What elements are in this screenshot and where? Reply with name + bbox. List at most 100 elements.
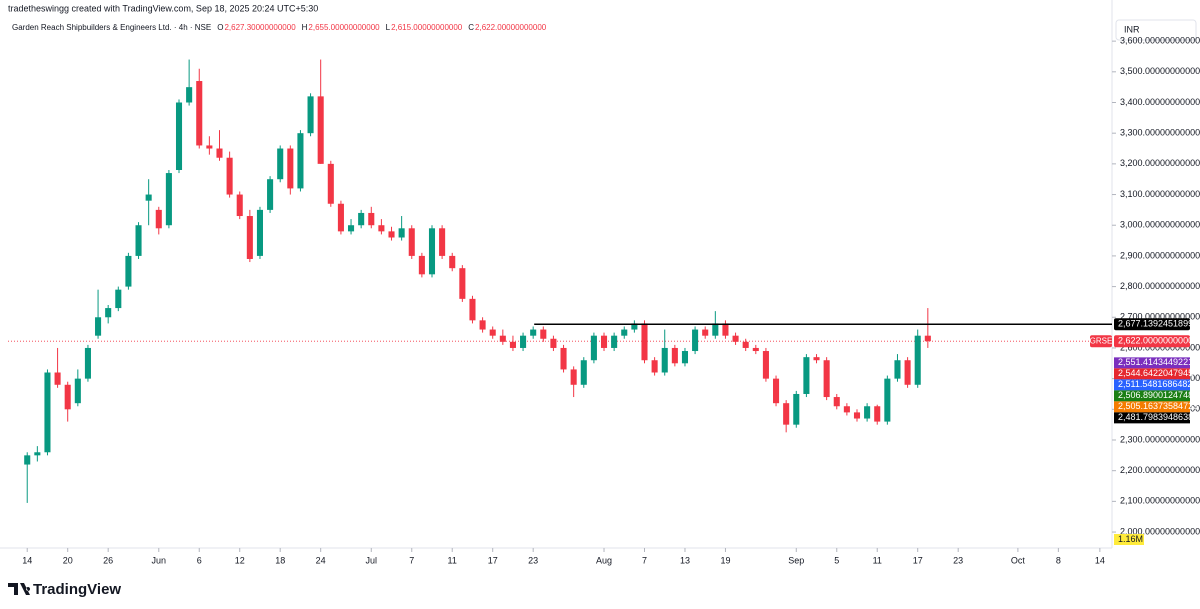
candle-body (793, 393, 800, 425)
candle-body (267, 179, 274, 210)
y-tick-label: 2,100.00000000000 (1120, 496, 1200, 506)
candle-body (479, 320, 486, 330)
candle-body (388, 231, 395, 238)
price-label-box (1114, 379, 1190, 391)
currency-box (1115, 19, 1197, 41)
candle-body (752, 347, 759, 352)
candle-body (914, 335, 921, 385)
price-label: 2,544.64220479457 (1118, 368, 1198, 378)
candle-body (874, 406, 881, 422)
x-tick-label: 17 (488, 555, 498, 565)
candle-body (853, 412, 861, 419)
candle-body (84, 347, 91, 379)
candle-body (378, 225, 385, 232)
candle-body (145, 194, 152, 201)
x-tick-label: 7 (409, 555, 414, 565)
candle-body (428, 228, 436, 275)
candle-body (34, 452, 41, 456)
y-tick-label: 3,000.00000000000 (1120, 220, 1200, 230)
candle-body (661, 347, 668, 373)
attribution: tradetheswingg created with TradingView.… (8, 3, 318, 13)
y-tick-label: 2,200.00000000000 (1120, 465, 1200, 475)
price-label-box (1114, 368, 1190, 380)
x-tick-label: Aug (596, 555, 612, 565)
price-label-box (1114, 357, 1190, 369)
y-tick-label: 3,600.00000000000 (1120, 36, 1200, 46)
ohlc-value: 2,627.30000000000 (224, 23, 296, 32)
logo: TradingView (8, 581, 121, 598)
candle-body (206, 145, 213, 149)
volume-label-box (1114, 534, 1144, 545)
y-tick-label: 3,300.00000000000 (1120, 128, 1200, 138)
candle-body (277, 148, 284, 180)
ohlc-value: 2,615.00000000000 (391, 23, 463, 32)
candle-body (762, 351, 769, 379)
candle-body (64, 384, 71, 410)
chart-title: Garden Reach Shipbuilders & Engineers Lt… (12, 23, 211, 32)
price-label-box (1114, 412, 1190, 424)
candle-body (368, 212, 375, 226)
candle-body (773, 378, 780, 404)
x-tick-label: 19 (720, 555, 730, 565)
x-tick-label: Jul (366, 555, 378, 565)
candle-body (904, 360, 911, 385)
candle-body (570, 369, 577, 385)
x-tick-label: 8 (1056, 555, 1061, 565)
x-tick-label: 5 (834, 555, 839, 565)
x-tick-label: 23 (528, 555, 538, 565)
price-label: 2,505.16373584723 (1118, 401, 1198, 411)
y-tick-label: 2,000.00000000000 (1120, 526, 1200, 536)
candle-body (317, 96, 324, 164)
x-tick-label: 24 (316, 555, 326, 565)
candle-body (327, 163, 334, 204)
candle-body (651, 360, 658, 373)
ohlc-key: L (386, 23, 391, 32)
candle-body (459, 268, 466, 299)
x-tick-label: 14 (22, 555, 32, 565)
price-label: 2,551.41434492216 (1118, 357, 1198, 367)
candle-body (256, 209, 264, 256)
currency: INR (1124, 24, 1140, 34)
x-tick-label: Oct (1011, 555, 1026, 565)
candle-body (196, 81, 203, 146)
candle-body (74, 378, 81, 404)
candle-body (24, 455, 31, 465)
candle-body (307, 96, 314, 134)
x-tick-label: 11 (873, 555, 882, 565)
y-tick-label: 2,900.00000000000 (1120, 250, 1200, 260)
candle-body (560, 347, 567, 370)
candle-body (499, 335, 506, 342)
candle-body (175, 102, 183, 170)
price-label: 2,506.89001247482 (1118, 390, 1198, 400)
x-tick-label: 23 (953, 555, 963, 565)
candle-body (105, 308, 112, 318)
candle-body (580, 360, 587, 385)
candle-body (712, 323, 719, 336)
candle-body (408, 228, 415, 256)
candle-body (216, 148, 223, 158)
logo-icon (8, 583, 31, 595)
candle-body (44, 372, 51, 453)
hline-label: 2,677.13924518999 (1118, 319, 1198, 329)
candle-body (621, 329, 628, 336)
y-tick-label: 3,500.00000000000 (1120, 66, 1200, 76)
x-tick-label: 12 (235, 555, 245, 565)
last-price-label: 2,622.00000000000 (1118, 336, 1198, 346)
y-tick-label: 2,300.00000000000 (1120, 434, 1200, 444)
candle-body (509, 341, 516, 348)
x-tick-label: 14 (1095, 555, 1105, 565)
candle-body (590, 335, 597, 361)
candle-body (864, 406, 871, 419)
candle-body (843, 406, 850, 413)
ohlc-key: C (468, 23, 474, 32)
candle-body (398, 228, 405, 238)
candle-body (681, 351, 689, 364)
candle-body (783, 403, 790, 425)
candle-body (924, 335, 931, 342)
candle-body (439, 228, 446, 256)
candle-body (418, 255, 425, 275)
candle-body (287, 148, 294, 189)
candle-body (135, 225, 142, 256)
hline-label-box (1114, 318, 1190, 331)
candle-body (95, 317, 102, 336)
